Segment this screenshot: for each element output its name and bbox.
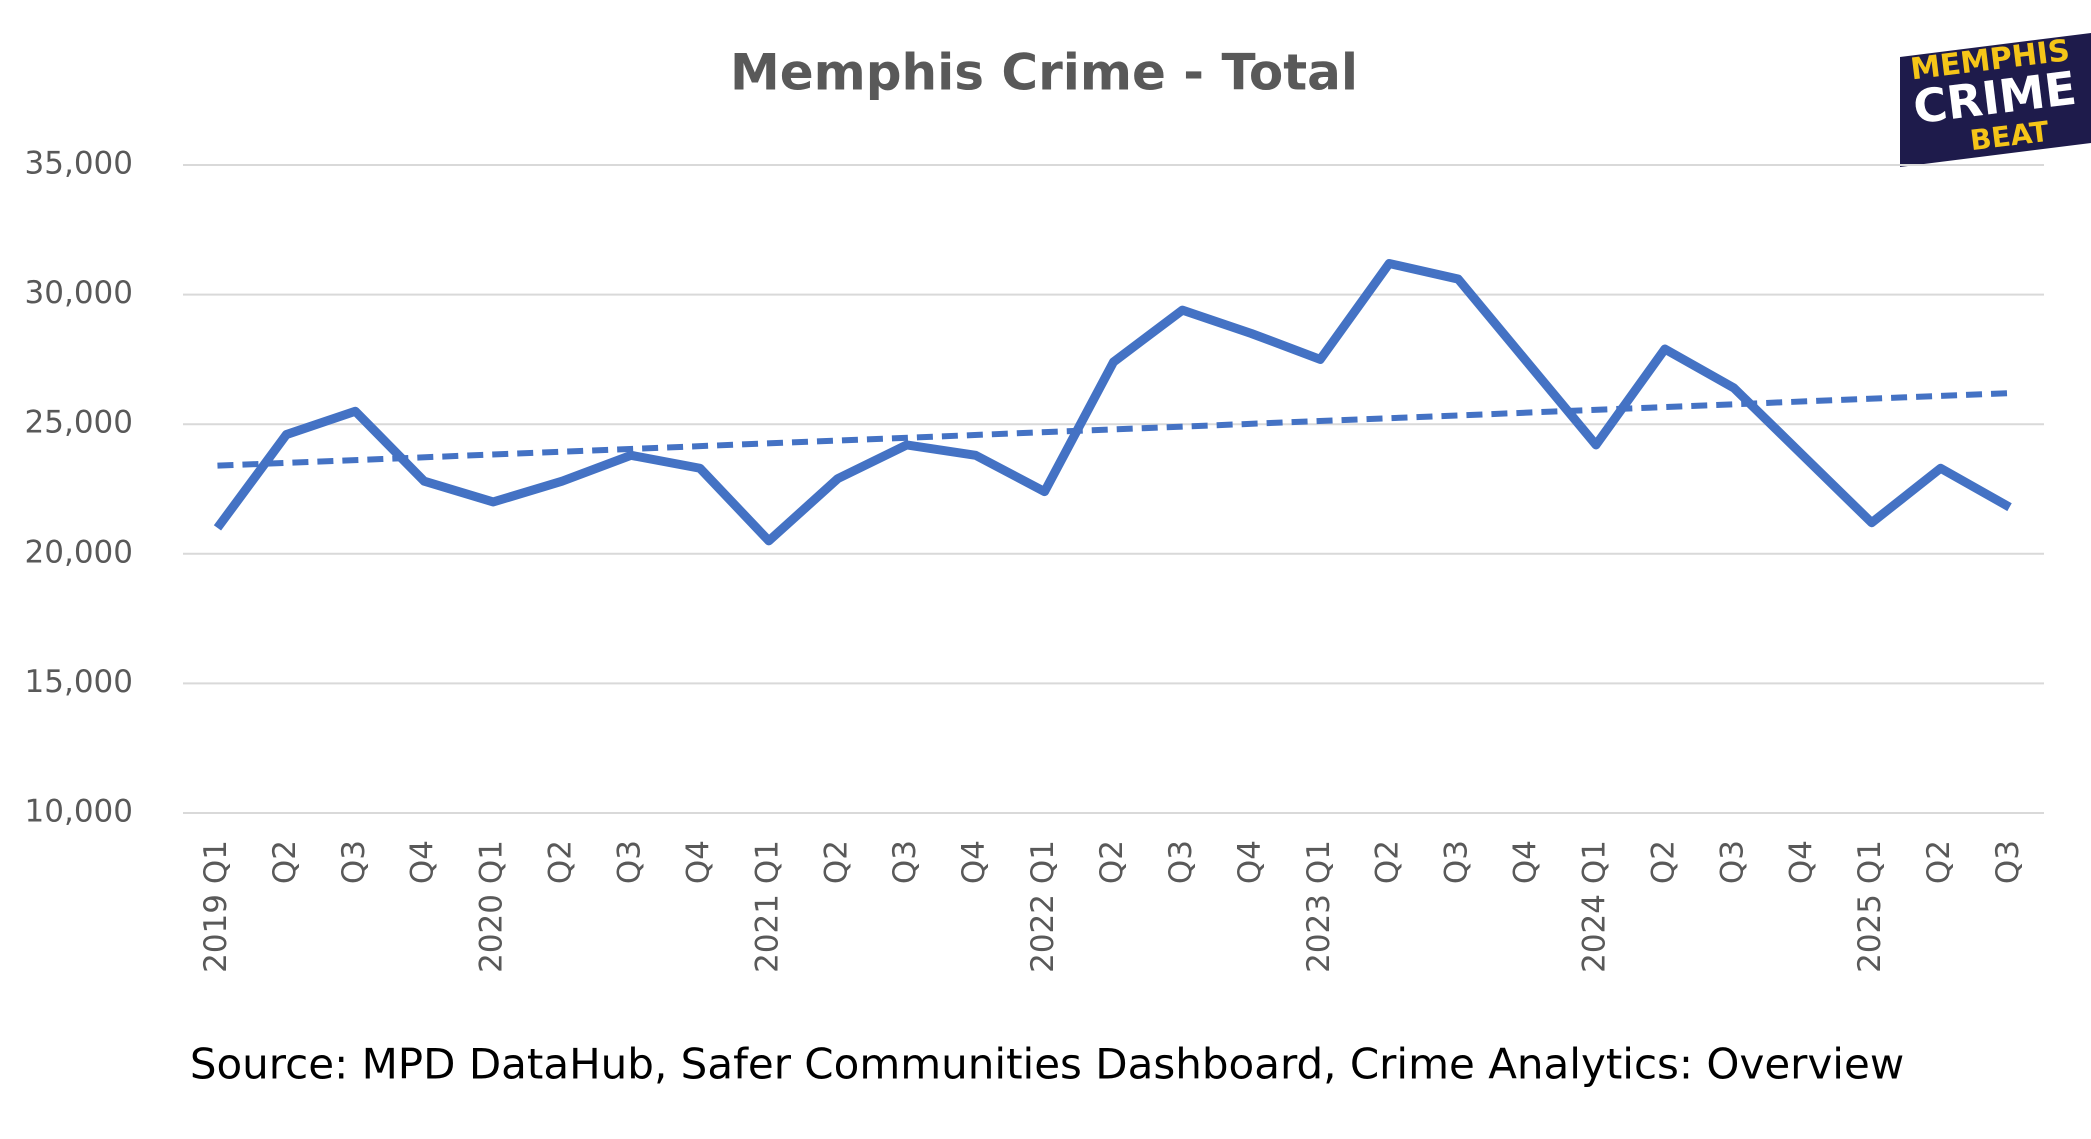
x-tick-label: Q2	[267, 840, 303, 884]
x-tick-label: Q3	[1714, 840, 1750, 884]
x-tick-label: Q2	[818, 840, 854, 884]
y-tick-label: 30,000	[25, 275, 133, 311]
trend-line	[217, 390, 2010, 469]
chart-title: Memphis Crime - Total	[730, 44, 1358, 102]
x-tick-label: Q4	[680, 840, 716, 884]
x-tick-label: Q3	[336, 840, 372, 884]
logo: MEMPHIS CRIME BEAT	[1900, 33, 2091, 167]
x-tick-label: Q3	[1990, 840, 2026, 884]
source-note: Source: MPD DataHub, Safer Communities D…	[190, 1040, 1904, 1089]
y-tick-label: 35,000	[25, 146, 133, 182]
x-tick-label: 2022 Q1	[1025, 840, 1061, 973]
data-line	[213, 258, 2012, 546]
x-tick-label: Q2	[1645, 840, 1681, 884]
x-tick-label: Q2	[1921, 840, 1957, 884]
y-tick-label: 15,000	[25, 664, 133, 700]
x-tick-label: 2023 Q1	[1301, 840, 1337, 973]
y-tick-label: 25,000	[25, 405, 133, 441]
x-tick-label: Q3	[1439, 840, 1475, 884]
x-tick-label: 2025 Q1	[1852, 840, 1888, 973]
y-tick-label: 10,000	[25, 794, 133, 830]
x-tick-label: Q3	[612, 840, 648, 884]
x-tick-label: Q4	[1232, 840, 1268, 884]
x-tick-label: 2021 Q1	[749, 840, 785, 973]
x-tick-label: 2019 Q1	[198, 840, 234, 973]
logo-background	[1900, 33, 2091, 167]
y-tick-label: 20,000	[25, 534, 133, 570]
x-tick-label: Q3	[887, 840, 923, 884]
x-tick-label: Q2	[543, 840, 579, 884]
x-tick-label: 2024 Q1	[1576, 840, 1612, 973]
x-tick-label: Q3	[1163, 840, 1199, 884]
x-tick-label: Q4	[956, 840, 992, 884]
x-tick-label: 2020 Q1	[474, 840, 510, 973]
x-tick-label: Q4	[1783, 840, 1819, 884]
x-tick-label: Q2	[1094, 840, 1130, 884]
x-tick-label: Q4	[1508, 840, 1544, 884]
x-tick-label: Q4	[405, 840, 441, 884]
x-tick-label: Q2	[1370, 840, 1406, 884]
